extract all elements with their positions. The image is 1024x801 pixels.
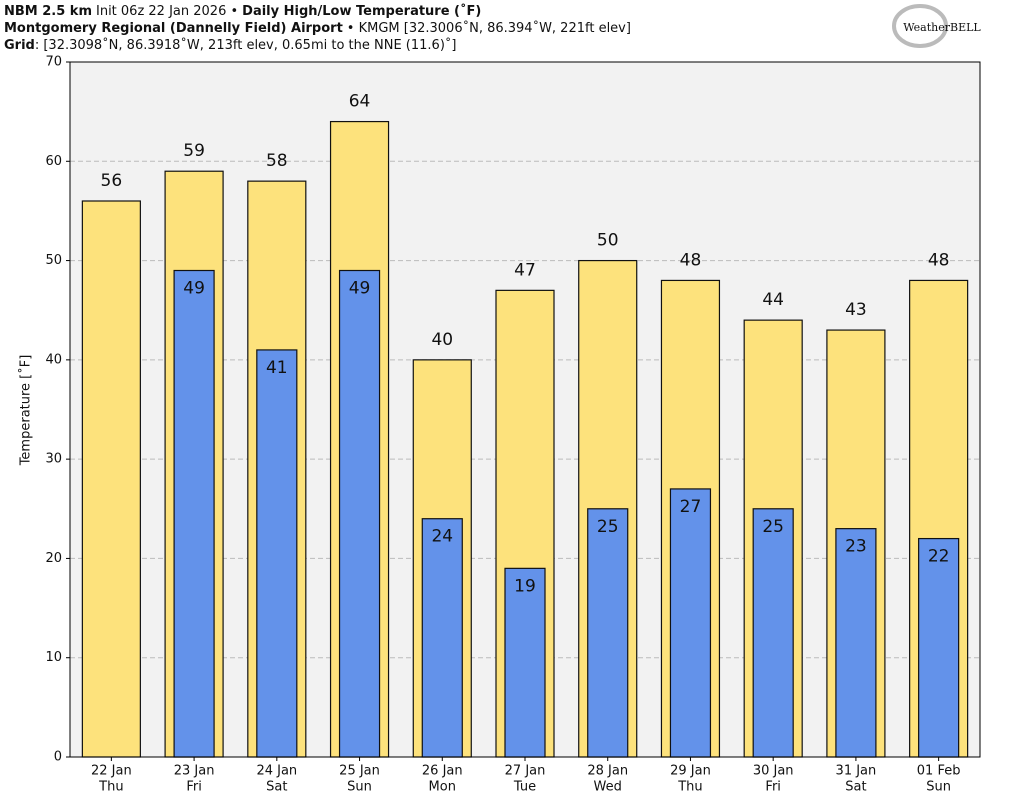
x-tick-label: 23 Jan	[174, 764, 215, 779]
low-bar	[587, 508, 629, 758]
x-tick-weekday: Thu	[98, 780, 123, 795]
chart-title: Daily High/Low Temperature (˚F)	[242, 3, 481, 19]
y-axis-label: Temperature [˚F]	[18, 355, 34, 467]
high-label: 48	[928, 250, 950, 270]
x-tick-label: 01 Feb	[917, 764, 961, 779]
high-bar	[81, 200, 141, 758]
x-tick-weekday: Sun	[926, 780, 951, 795]
y-tick-label: 40	[45, 352, 62, 367]
model-name: NBM 2.5 km	[4, 4, 92, 19]
station-name: Montgomery Regional (Dannelly Field) Air…	[4, 21, 343, 36]
low-bar	[338, 269, 381, 758]
low-label: 23	[845, 537, 867, 557]
low-label: 27	[680, 497, 702, 517]
x-tick-label: 30 Jan	[753, 764, 794, 779]
high-label: 64	[349, 92, 371, 112]
low-bar	[835, 528, 877, 758]
y-tick-label: 70	[45, 55, 62, 70]
plot-frame	[69, 61, 981, 758]
x-tick-label: 22 Jan	[91, 764, 132, 779]
x-tick-weekday: Sun	[347, 780, 372, 795]
logo-swirl	[892, 4, 948, 48]
x-tick-weekday: Sat	[266, 780, 287, 795]
x-tick-label: 28 Jan	[587, 764, 628, 779]
header-line-2: Montgomery Regional (Dannelly Field) Air…	[4, 20, 631, 36]
y-tick-label: 30	[45, 452, 62, 467]
high-label: 43	[845, 300, 867, 320]
low-label: 25	[762, 517, 784, 537]
logo: WeatherBELL	[903, 21, 981, 34]
low-bar	[256, 349, 298, 758]
high-label: 47	[514, 260, 536, 280]
low-bar	[669, 488, 712, 758]
low-label: 41	[266, 358, 288, 378]
low-bar	[421, 518, 463, 758]
init-time: Init 06z 22 Jan 2026 •	[96, 4, 238, 19]
x-tick-weekday: Thu	[677, 780, 702, 795]
high-label: 56	[101, 171, 123, 191]
y-tick-label: 60	[45, 154, 62, 169]
high-label: 48	[680, 250, 702, 270]
x-tick-weekday: Wed	[594, 780, 622, 795]
x-tick-weekday: Fri	[186, 780, 202, 795]
low-bar	[504, 567, 546, 758]
x-tick-weekday: Sat	[845, 780, 866, 795]
x-tick-label: 24 Jan	[256, 764, 297, 779]
y-tick-label: 50	[45, 253, 62, 268]
grid-label: Grid	[4, 38, 35, 53]
x-tick-label: 27 Jan	[505, 764, 546, 779]
x-tick-label: 29 Jan	[670, 764, 711, 779]
low-label: 49	[183, 279, 205, 299]
low-label: 25	[597, 517, 619, 537]
x-tick-weekday: Tue	[513, 780, 536, 795]
high-label: 58	[266, 151, 288, 171]
high-label: 44	[762, 290, 784, 310]
low-label: 19	[514, 576, 536, 596]
high-label: 59	[183, 141, 205, 161]
high-label: 50	[597, 231, 619, 251]
low-bar	[173, 269, 215, 758]
low-bar	[918, 537, 960, 758]
grid-info: : [32.3098˚N, 86.3918˚W, 213ft elev, 0.6…	[35, 37, 457, 53]
low-label: 49	[349, 279, 371, 299]
x-tick-label: 31 Jan	[836, 764, 877, 779]
header-line-1: NBM 2.5 km Init 06z 22 Jan 2026 • Daily Hi…	[4, 3, 481, 19]
y-tick-label: 20	[45, 551, 62, 566]
low-label: 24	[431, 527, 453, 547]
x-tick-weekday: Fri	[765, 780, 781, 795]
x-tick-label: 26 Jan	[422, 764, 463, 779]
low-label: 22	[928, 547, 950, 567]
low-bar	[752, 508, 794, 758]
y-tick-label: 0	[54, 750, 62, 765]
header-line-3: Grid: [32.3098˚N, 86.3918˚W, 213ft elev,…	[4, 37, 456, 53]
x-tick-label: 25 Jan	[339, 764, 380, 779]
station-info: • KMGM [32.3006˚N, 86.394˚W, 221ft elev]	[347, 20, 631, 36]
x-tick-weekday: Mon	[429, 780, 456, 795]
high-label: 40	[431, 330, 453, 350]
y-tick-label: 10	[45, 650, 62, 665]
